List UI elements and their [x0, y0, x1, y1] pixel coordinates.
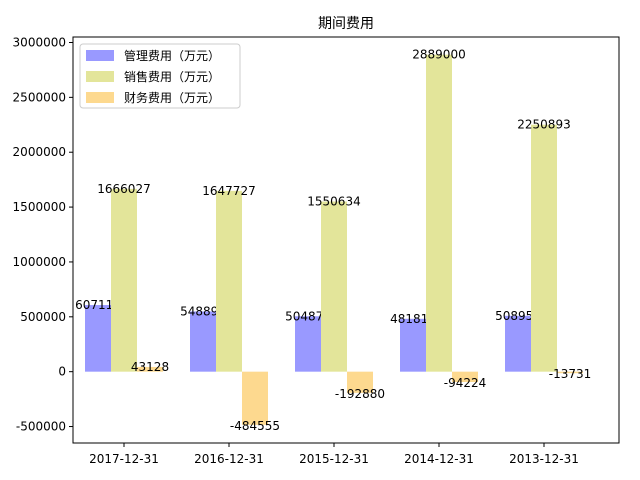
legend-label: 销售费用（万元） [124, 69, 220, 84]
y-tick-label: 0 [58, 365, 66, 379]
y-tick-label: 3000000 [13, 35, 66, 49]
legend: 管理费用（万元） 销售费用（万元） 财务费用（万元） [79, 43, 241, 109]
bar [531, 124, 557, 372]
data-label: 548896 [180, 304, 226, 318]
x-tick-label: 2015-12-31 [299, 452, 369, 466]
plot-frame [72, 36, 620, 444]
bar [321, 201, 347, 372]
bar [400, 318, 426, 372]
legend-label: 管理费用（万元） [124, 48, 220, 63]
data-label: 508957 [495, 309, 541, 323]
y-tick-label: 500000 [20, 310, 66, 324]
data-label: -13731 [549, 367, 592, 381]
bar [505, 315, 531, 372]
data-label: -192880 [335, 387, 385, 401]
legend-swatch [86, 71, 114, 82]
x-tick-label: 2016-12-31 [194, 452, 264, 466]
data-label: 481817 [390, 312, 436, 326]
y-tick-label: 1000000 [13, 255, 66, 269]
bar [85, 305, 111, 372]
legend-swatch [86, 50, 114, 61]
legend-box [79, 43, 241, 109]
y-tick-label: 2000000 [13, 145, 66, 159]
data-label: 2889000 [412, 48, 465, 62]
x-tick-label: 2014-12-31 [404, 452, 474, 466]
bar [111, 188, 137, 372]
data-label: 43128 [131, 360, 169, 374]
data-label: 607114 [75, 298, 121, 312]
x-tick-label: 2013-12-31 [509, 452, 579, 466]
y-tick-label: 1500000 [13, 200, 66, 214]
bar [557, 371, 583, 374]
data-label: -94224 [444, 376, 487, 390]
data-label: 1647727 [202, 184, 255, 198]
bar [426, 54, 452, 372]
bar [452, 371, 478, 383]
chart-title: 期间费用 [318, 16, 374, 32]
legend-swatch [86, 92, 114, 103]
plot-area: -500000 0 500000 1000000 1500000 2000000 25000… [13, 35, 592, 466]
bar [242, 371, 268, 425]
x-tick-label: 2017-12-31 [89, 452, 159, 466]
data-label: 1666027 [97, 182, 150, 196]
legend-label: 财务费用（万元） [124, 90, 220, 105]
y-tick-label: -500000 [16, 420, 66, 434]
bar [216, 190, 242, 372]
bar [137, 366, 163, 372]
y-tick-label: 2500000 [13, 90, 66, 104]
data-label: 1550634 [307, 195, 360, 209]
data-label: -484555 [230, 419, 280, 433]
bar [347, 371, 373, 393]
data-label: 2250893 [517, 118, 570, 132]
bar [295, 316, 321, 372]
bar [190, 311, 216, 372]
data-label: 504875 [285, 309, 331, 323]
